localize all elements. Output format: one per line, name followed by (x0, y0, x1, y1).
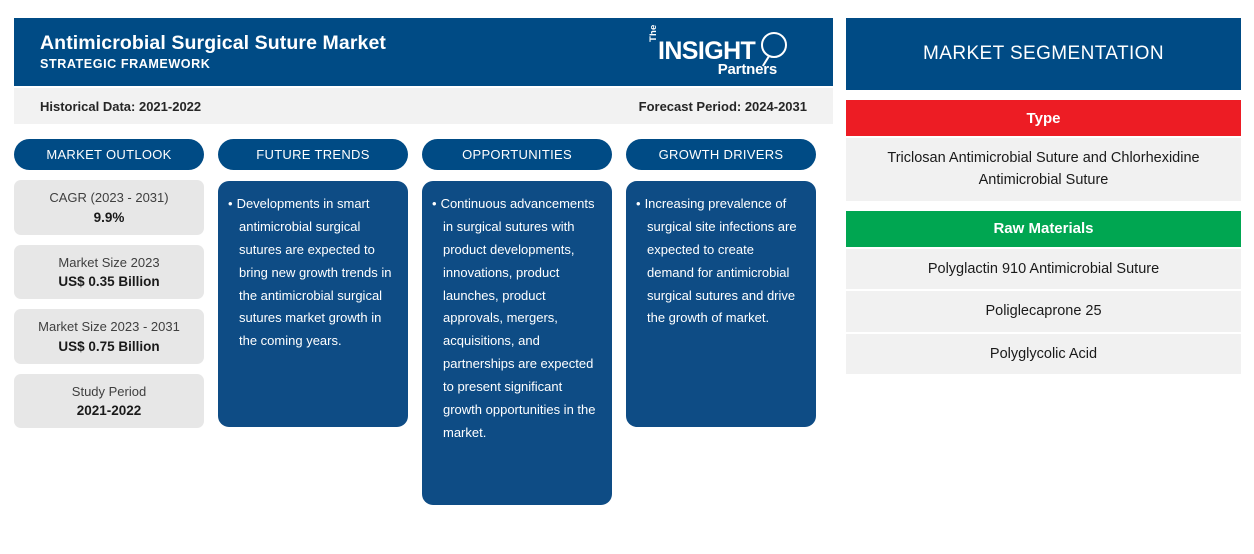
insight-partners-logo: The INSIGHT Partners (647, 25, 789, 83)
segmentation-title: MARKET SEGMENTATION (846, 18, 1241, 90)
market-segmentation-panel: MARKET SEGMENTATION Type Triclosan Antim… (846, 18, 1241, 554)
page-subtitle: STRATEGIC FRAMEWORK (40, 57, 211, 72)
column-heading-future-trends: FUTURE TRENDS (218, 139, 408, 170)
period-bar: Historical Data: 2021-2022 Forecast Peri… (14, 88, 833, 124)
segmentation-item: Polyglycolic Acid (846, 333, 1241, 375)
metric-value: US$ 0.75 Billion (58, 338, 160, 354)
magnifier-icon (761, 32, 787, 58)
framework-columns: MARKET OUTLOOK CAGR (2023 - 2031) 9.9% M… (14, 139, 833, 505)
segmentation-item: Polyglactin 910 Antimicrobial Suture (846, 248, 1241, 290)
note-card-growth-drivers: Increasing prevalence of surgical site i… (626, 181, 816, 427)
note-text: Increasing prevalence of surgical site i… (636, 193, 804, 330)
note-card-future-trends: Developments in smart antimicrobial surg… (218, 181, 408, 427)
segmentation-group-heading-raw-materials: Raw Materials (846, 210, 1241, 247)
note-card-opportunities: Continuous advancements in surgical sutu… (422, 181, 612, 505)
page-title: Antimicrobial Surgical Suture Market (40, 32, 387, 54)
segmentation-group-heading-type: Type (846, 100, 1241, 136)
note-text: Developments in smart antimicrobial surg… (228, 193, 396, 353)
metric-value: 2021-2022 (76, 403, 142, 419)
strategic-framework-panel: Antimicrobial Surgical Suture Market STR… (14, 18, 833, 554)
metric-card-cagr: CAGR (2023 - 2031) 9.9% (14, 180, 204, 235)
column-opportunities: OPPORTUNITIES Continuous advancements in… (422, 139, 612, 505)
column-heading-growth-drivers: GROWTH DRIVERS (626, 139, 816, 170)
metric-card-market-size-2031: Market Size 2023 - 2031 US$ 0.75 Billion (14, 309, 204, 364)
metric-value: US$ 0.35 Billion (58, 274, 160, 290)
title-bar: Antimicrobial Surgical Suture Market STR… (14, 18, 833, 86)
column-heading-opportunities: OPPORTUNITIES (422, 139, 612, 170)
metric-label: Study Period (71, 383, 147, 399)
metric-label: CAGR (2023 - 2031) (49, 190, 169, 205)
metric-card-study-period: Study Period 2021-2022 (14, 373, 204, 429)
logo-partners-text: Partners (717, 61, 777, 78)
metric-label: Market Size 2023 (58, 254, 160, 270)
metric-card-market-size-2023: Market Size 2023 US$ 0.35 Billion (14, 244, 204, 300)
title-block: Antimicrobial Surgical Suture Market STR… (40, 29, 386, 71)
column-market-outlook: MARKET OUTLOOK CAGR (2023 - 2031) 9.9% M… (14, 139, 204, 429)
metric-value: 9.9% (93, 209, 125, 225)
logo-insight-text: INSIGHT (658, 37, 756, 65)
column-future-trends: FUTURE TRENDS Developments in smart anti… (218, 139, 408, 427)
note-text: Continuous advancements in surgical sutu… (432, 193, 600, 445)
forecast-period-label: Forecast Period: 2024-2031 (638, 98, 807, 114)
column-heading-market-outlook: MARKET OUTLOOK (14, 139, 204, 170)
metric-label: Market Size 2023 - 2031 (38, 319, 180, 335)
column-growth-drivers: GROWTH DRIVERS Increasing prevalence of … (626, 139, 816, 427)
segmentation-item: Triclosan Antimicrobial Suture and Chlor… (846, 138, 1241, 201)
historical-data-label: Historical Data: 2021-2022 (40, 98, 202, 114)
segmentation-item: Poliglecaprone 25 (846, 291, 1241, 332)
